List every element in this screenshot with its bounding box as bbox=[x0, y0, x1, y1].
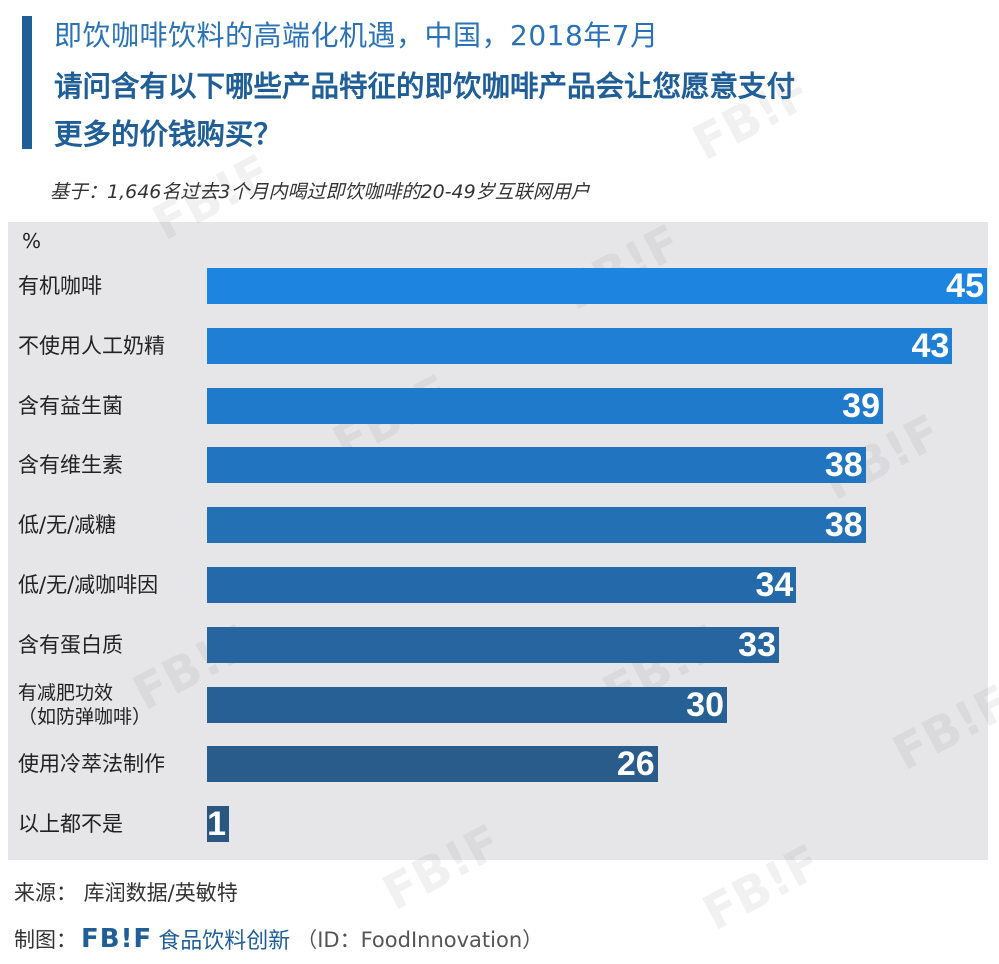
credit-line: 制图： FB!F 食品饮料创新 （ID：FoodInnovation） bbox=[14, 923, 543, 955]
category-label-line: 不使用人工奶精 bbox=[18, 333, 165, 358]
category-label-line: 低/无/减糖 bbox=[18, 513, 117, 538]
bar bbox=[207, 387, 883, 424]
bar-value-label: 38 bbox=[824, 506, 863, 545]
category-label: 不使用人工奶精 bbox=[18, 334, 165, 358]
category-label: 有减肥功效 （如防弹咖啡） bbox=[18, 681, 151, 729]
category-label-line: 含有维生素 bbox=[18, 453, 123, 478]
category-label: 含有维生素 bbox=[18, 453, 123, 477]
bar bbox=[207, 268, 987, 304]
category-label-line: 以上都不是 bbox=[18, 812, 123, 837]
chart-title: 即饮咖啡饮料的高端化机遇，中国，2018年7月 bbox=[54, 19, 659, 52]
credit-prefix: 制图： bbox=[14, 928, 77, 952]
category-label-line: 有减肥功效 bbox=[18, 681, 114, 704]
bar bbox=[207, 327, 953, 364]
category-label: 含有蛋白质 bbox=[18, 633, 123, 657]
bar bbox=[207, 507, 866, 544]
bar-value-label: 1 bbox=[207, 805, 226, 844]
category-label: 以上都不是 bbox=[18, 812, 123, 836]
bar-value-label: 34 bbox=[755, 566, 794, 604]
bar bbox=[207, 746, 658, 783]
category-label-line: 含有益生菌 bbox=[18, 393, 123, 418]
category-label-line: 使用冷萃法制作 bbox=[18, 752, 165, 777]
category-label: 低/无/减咖啡因 bbox=[18, 573, 158, 597]
title-accent-bar bbox=[22, 16, 32, 149]
category-label: 有机咖啡 bbox=[18, 274, 102, 298]
bar-value-label: 30 bbox=[686, 685, 724, 724]
bar bbox=[207, 686, 727, 723]
bar bbox=[207, 626, 779, 663]
source-note: 来源： 库润数据/英敏特 bbox=[14, 881, 238, 905]
bar bbox=[207, 806, 229, 843]
category-label: 使用冷萃法制作 bbox=[18, 752, 165, 776]
bar-value-label: 43 bbox=[911, 326, 950, 365]
bar-value-label: 39 bbox=[842, 386, 880, 425]
category-label-line: （如防弹咖啡） bbox=[18, 705, 152, 728]
bar bbox=[207, 447, 866, 484]
chart-subtitle: 基于：1,646名过去3个月内喝过即饮咖啡的20-49岁互联网用户 bbox=[50, 181, 590, 203]
category-label: 含有益生菌 bbox=[18, 394, 123, 418]
bar-value-label: 33 bbox=[738, 625, 776, 664]
chart-question-line1: 请问含有以下哪些产品特征的即饮咖啡产品会让您愿意支付 bbox=[54, 70, 796, 103]
category-label: 低/无/减糖 bbox=[18, 513, 116, 537]
credit-id: （ID：FoodInnovation） bbox=[296, 928, 544, 952]
chart-question-line2: 更多的价钱购买？ bbox=[54, 118, 283, 151]
category-label-line: 有机咖啡 bbox=[18, 274, 102, 298]
bar-value-label: 38 bbox=[824, 446, 863, 485]
credit-brand: 食品饮料创新 bbox=[158, 929, 291, 954]
fbif-logo: FB!F bbox=[81, 924, 153, 954]
bar-value-label: 45 bbox=[946, 267, 984, 305]
bar bbox=[207, 567, 797, 603]
category-label-line: 含有蛋白质 bbox=[18, 632, 123, 657]
unit-label: % bbox=[22, 229, 42, 253]
category-label-line: 低/无/减咖啡因 bbox=[18, 573, 159, 597]
bar-value-label: 26 bbox=[616, 745, 655, 784]
